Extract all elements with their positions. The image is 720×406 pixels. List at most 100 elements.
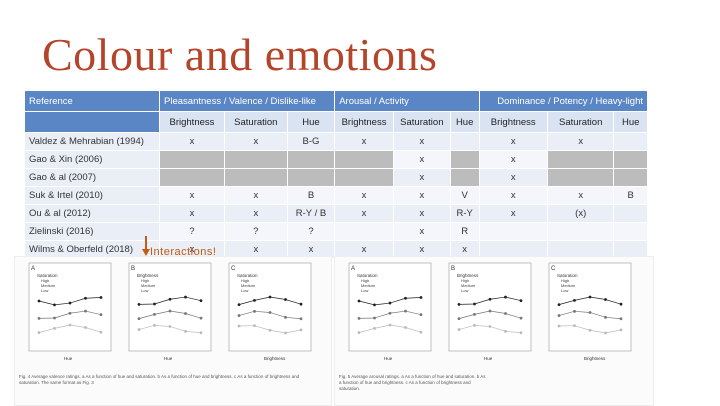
data-point (357, 331, 361, 335)
reference-cell: Zielinski (2016) (25, 223, 160, 240)
legend-item: Low (141, 288, 148, 293)
legend-title: Saturation (357, 273, 378, 278)
legend-item: High (461, 278, 469, 283)
data-point (419, 330, 423, 334)
panel-letter: C (231, 266, 236, 272)
reference-cell: Gao & al (2007) (25, 169, 160, 186)
value-cell: ? (224, 223, 287, 240)
legend-item: Medium (141, 283, 156, 288)
plot-frame (548, 262, 632, 352)
legend-title: Saturation (557, 273, 578, 278)
value-cell: (x) (547, 205, 614, 222)
legend-title: Saturation (37, 273, 58, 278)
plot-frame (128, 262, 212, 352)
value-cell (450, 133, 479, 150)
value-cell: x (393, 223, 450, 240)
colour-emotion-table: Reference Pleasantness / Valence / Disli… (24, 90, 648, 259)
value-cell: x (160, 205, 224, 222)
x-axis-label: Hue (484, 356, 493, 361)
legend-title: Brightness (137, 273, 159, 278)
subheader: Brightness (335, 112, 393, 132)
legend-item: Medium (561, 283, 576, 288)
value-cell (614, 241, 647, 258)
legend-item: High (41, 278, 49, 283)
value-cell: x (160, 133, 224, 150)
value-cell: x (479, 151, 547, 168)
arousal-plots: ASaturationHighMediumLowHueBBrightnessHi… (348, 262, 632, 361)
value-cell (614, 223, 647, 240)
value-cell: ? (160, 223, 224, 240)
panel-letter: C (551, 266, 556, 272)
value-cell: x (479, 205, 547, 222)
legend-item: High (561, 278, 569, 283)
legend-title: Brightness (457, 273, 479, 278)
legend-item: Medium (41, 283, 56, 288)
legend-item: High (241, 278, 249, 283)
value-cell: x (393, 205, 450, 222)
value-cell: x (393, 151, 450, 168)
series-line (38, 310, 102, 319)
value-cell: x (393, 133, 450, 150)
series-line (238, 310, 302, 320)
series-line (358, 310, 422, 319)
reference-cell: Suk & Irtel (2010) (25, 187, 160, 204)
value-cell: B-G (287, 133, 335, 150)
legend-item: Medium (241, 283, 256, 288)
value-cell (479, 223, 547, 240)
table-row: Wilms & Oberfeld (2018) x x x x x x (25, 241, 647, 258)
subheader: Saturation (547, 112, 614, 132)
reference-cell: Wilms & Oberfeld (2018) (25, 241, 160, 258)
series-line (138, 296, 202, 305)
page-title: Colour and emotions (42, 29, 438, 80)
legend-item: Low (241, 288, 248, 293)
panel-letter: B (131, 266, 135, 272)
value-cell: x (479, 187, 547, 204)
subheader: Hue (450, 112, 479, 132)
data-point (519, 331, 523, 335)
table-row: Zielinski (2016)??? x R (25, 223, 647, 240)
plot-frame (28, 262, 112, 352)
data-point (99, 330, 103, 334)
value-cell (450, 151, 479, 168)
panel-letter: A (351, 266, 355, 272)
value-cell: x (450, 241, 479, 258)
value-cell: R-Y (450, 205, 479, 222)
value-cell: x (160, 187, 224, 204)
value-cell: x (335, 241, 393, 258)
value-cell: ? (287, 223, 335, 240)
value-cell (547, 169, 614, 186)
arousal-caption: Fig. 5 Average arousal ratings. a As a f… (339, 374, 486, 391)
value-cell: x (393, 187, 450, 204)
legend-item: Medium (361, 283, 376, 288)
data-point (199, 316, 203, 320)
series-line (38, 324, 102, 333)
value-cell (547, 151, 614, 168)
value-cell (160, 169, 224, 186)
value-cell: x (547, 133, 614, 150)
reference-cell: Gao & Xin (2006) (25, 151, 160, 168)
series-line (558, 310, 622, 320)
data-point (557, 314, 561, 317)
value-cell (335, 223, 393, 240)
x-axis-label: Hue (164, 356, 173, 361)
value-cell: R (450, 223, 479, 240)
value-cell (614, 151, 647, 168)
header-pleasantness: Pleasantness / Valence / Dislike-like (160, 91, 335, 111)
value-cell: B (287, 187, 335, 204)
subheader: Brightness (479, 112, 547, 132)
value-cell: x (287, 241, 335, 258)
data-point (519, 316, 523, 320)
data-point (619, 328, 623, 332)
value-cell (335, 169, 393, 186)
legend-item: Low (361, 288, 368, 293)
valence-plots: ASaturationHighMediumLowHueBBrightnessHi… (28, 262, 312, 361)
value-cell: B (614, 187, 647, 204)
legend-item: Low (41, 288, 48, 293)
down-arrow-icon (142, 236, 150, 258)
subheader: Hue (287, 112, 335, 132)
value-cell: x (393, 169, 450, 186)
data-point (237, 314, 241, 317)
series-line (358, 324, 422, 333)
value-cell (547, 241, 614, 258)
